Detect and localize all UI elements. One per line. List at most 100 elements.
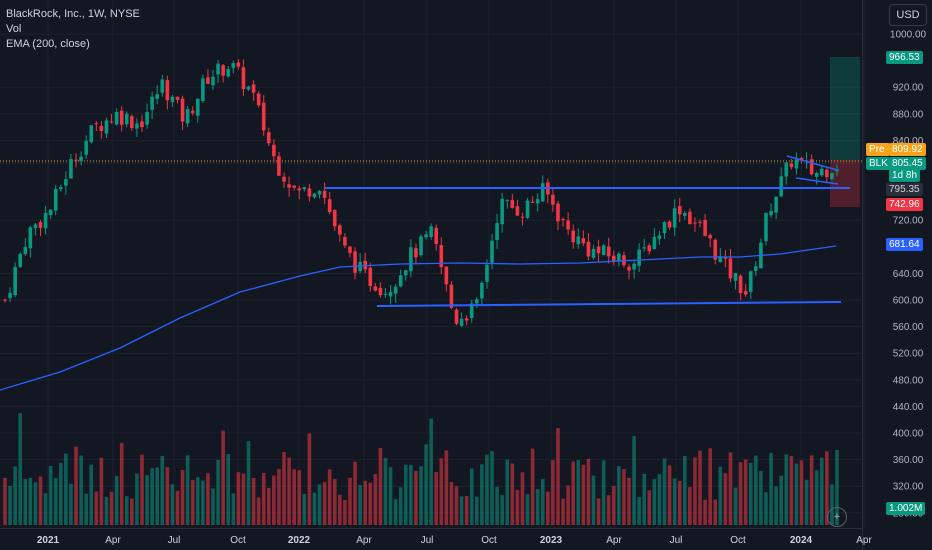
time-tick-label: 2021	[37, 535, 60, 546]
candle-body	[185, 109, 190, 124]
volume-bar	[637, 497, 641, 525]
candle-body	[723, 256, 728, 259]
candle-body	[769, 211, 773, 216]
support-trendline[interactable]	[376, 301, 842, 307]
candle-body	[119, 110, 124, 125]
volume-bar	[8, 485, 12, 525]
volume-bar	[495, 486, 499, 525]
candle-body	[794, 159, 799, 169]
time-tick-label: Jul	[421, 535, 434, 546]
volume-bar	[693, 457, 697, 525]
symbol-title[interactable]: BlackRock, Inc., 1W, NYSE	[6, 8, 140, 20]
candle-body	[190, 110, 195, 114]
volume-bar	[201, 480, 205, 525]
time-tick-label: Jul	[168, 535, 181, 546]
price-tick-label: 840.00	[893, 136, 924, 147]
long-position-target-zone[interactable]	[830, 57, 860, 160]
candle-body	[282, 176, 286, 182]
volume-bar	[723, 473, 728, 525]
candle-body	[272, 144, 276, 157]
time-tick-label: Oct	[481, 535, 497, 546]
volume-bar	[667, 465, 672, 525]
candle-body	[155, 94, 159, 100]
volume-bar	[94, 491, 99, 525]
volume-bar	[383, 457, 388, 525]
volume-bar	[835, 449, 839, 525]
candle-body	[627, 266, 631, 271]
candle-body	[206, 77, 210, 84]
candle-body	[28, 227, 33, 249]
candle-body	[307, 188, 312, 197]
volume-bar	[546, 491, 550, 525]
candle-body	[241, 67, 246, 89]
volume-bar	[261, 472, 266, 525]
candle-body	[505, 200, 510, 202]
candle-body	[469, 303, 474, 319]
volume-bar	[403, 464, 408, 525]
candle-body	[327, 199, 332, 213]
candle-body	[774, 196, 778, 213]
candle-body	[667, 221, 672, 228]
volume-bar	[292, 469, 296, 525]
candle-body	[789, 163, 794, 168]
candle-body	[738, 275, 743, 294]
volume-bars	[3, 413, 839, 525]
volume-bar	[672, 478, 677, 525]
candle-body	[277, 156, 281, 176]
volume-bar	[338, 494, 342, 525]
volume-bar	[18, 413, 23, 525]
volume-bar	[733, 487, 738, 525]
volume-bar	[439, 458, 444, 525]
volume-bar	[43, 493, 48, 525]
candle-body	[226, 69, 231, 77]
volume-bar	[277, 469, 281, 525]
add-alert-icon[interactable]: +	[827, 507, 847, 527]
candle-body	[409, 247, 413, 272]
wedge-upper-line[interactable]	[786, 155, 838, 171]
volume-indicator-label[interactable]: Vol	[6, 23, 22, 35]
volume-bar	[520, 472, 525, 525]
candle-body	[677, 206, 682, 215]
ema-indicator-label[interactable]: EMA (200, close)	[6, 38, 90, 50]
volume-bar	[774, 486, 778, 525]
candle-body	[343, 236, 347, 246]
volume-bar	[819, 457, 824, 525]
candle-body	[297, 188, 302, 191]
wedge-lower-line[interactable]	[795, 177, 839, 185]
volume-bar	[480, 464, 484, 525]
candle-body	[84, 140, 88, 155]
volume-bar	[84, 493, 88, 525]
volume-bar	[556, 428, 560, 525]
volume-bar	[586, 458, 591, 525]
candle-body	[33, 224, 38, 229]
volume-bar	[611, 486, 616, 525]
volume-bar	[398, 487, 403, 525]
volume-bar	[165, 467, 170, 525]
ema-200-line[interactable]	[0, 245, 837, 391]
time-tick-label: Apr	[606, 535, 622, 546]
candle-body	[713, 239, 718, 260]
bar-countdown-tag: 1d 8h	[889, 169, 921, 182]
candle-body	[109, 121, 114, 123]
candle-body	[591, 248, 596, 258]
volume-bar	[114, 476, 119, 525]
candle-body	[165, 80, 170, 101]
candle-body	[500, 198, 504, 225]
currency-button[interactable]: USD	[889, 4, 927, 26]
volume-bar	[267, 487, 271, 525]
volume-bar	[601, 460, 606, 525]
time-axis[interactable]: 2021 Apr Jul Oct 2022 Apr Jul Oct 2023 Apr Jul Oct 2…	[37, 535, 873, 546]
volume-bar	[272, 475, 276, 525]
volume-bar	[130, 498, 134, 525]
volume-bar	[74, 446, 78, 525]
candle-body	[195, 98, 200, 116]
volume-bar	[779, 475, 783, 525]
candle-body	[43, 212, 48, 229]
candle-body	[733, 273, 738, 281]
candle-body	[566, 220, 570, 230]
candle-body	[657, 235, 662, 239]
candle-body	[703, 220, 707, 236]
candle-body	[586, 241, 591, 257]
price-tick-label: 880.00	[893, 109, 924, 120]
